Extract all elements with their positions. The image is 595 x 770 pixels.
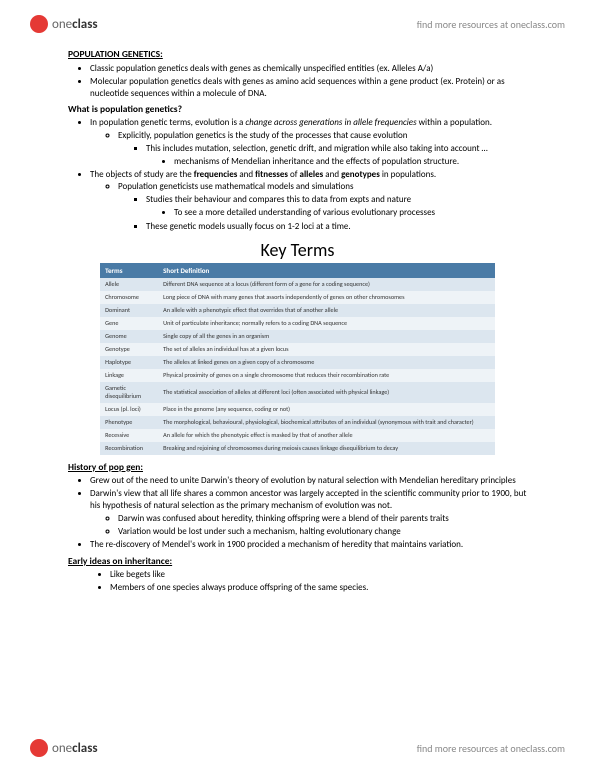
list-item: Darwin was confused about heredity, thin…: [118, 513, 527, 525]
text: and: [323, 169, 341, 180]
table-row: GeneUnit of particulate inheritance; nor…: [100, 317, 495, 330]
logo-one: one: [52, 17, 72, 32]
table-row: RecessiveAn allele for which the phenoty…: [100, 429, 495, 442]
section-title-early: Early ideas on inheritance:: [68, 555, 527, 567]
text: within a population.: [417, 117, 492, 128]
text: of: [288, 169, 300, 180]
list-item: Like begets like: [110, 569, 527, 581]
list-item: These genetic models usually focus on 1-…: [146, 221, 527, 233]
table-cell-def: Single copy of all the genes in an organ…: [158, 330, 495, 343]
list-item: The objects of study are the frequencies…: [90, 169, 527, 233]
list-item: Explicitly, population genetics is the s…: [118, 130, 527, 142]
header-resources-link[interactable]: find more resources at oneclass.com: [417, 18, 565, 31]
table-cell-term: Linkage: [100, 369, 158, 382]
table-row: PhenotypeThe morphological, behavioural,…: [100, 416, 495, 429]
table-row: Locus (pl. loci)Place in the genome (any…: [100, 403, 495, 416]
table-cell-def: An allele for which the phenotypic effec…: [158, 429, 495, 442]
logo-class: class: [72, 741, 97, 756]
table-cell-def: Physical proximity of genes on a single …: [158, 369, 495, 382]
keyterms-table: Terms Short Definition AlleleDifferent D…: [100, 263, 495, 455]
table-cell-term: Dominant: [100, 304, 158, 317]
logo: oneclass: [30, 739, 98, 757]
table-row: AlleleDifferent DNA sequence at a locus …: [100, 278, 495, 291]
table-cell-def: Different DNA sequence at a locus (diffe…: [158, 278, 495, 291]
table-cell-term: Genome: [100, 330, 158, 343]
section-title-whatis: What is population genetics?: [68, 103, 527, 115]
document-body: POPULATION GENETICS: Classic population …: [0, 44, 595, 594]
logo-text: oneclass: [52, 741, 98, 756]
list-item: Molecular population genetics deals with…: [90, 76, 527, 100]
text-bold: fitnesses: [255, 169, 288, 180]
table-row: GenomeSingle copy of all the genes in an…: [100, 330, 495, 343]
table-cell-term: Recessive: [100, 429, 158, 442]
table-cell-def: Place in the genome (any sequence, codin…: [158, 403, 495, 416]
table-cell-def: An allele with a phenotypic effect that …: [158, 304, 495, 317]
logo-circle-icon: [30, 15, 48, 33]
text-bold: alleles: [300, 169, 324, 180]
table-cell-def: The morphological, behavioural, physiolo…: [158, 416, 495, 429]
table-cell-term: Genotype: [100, 343, 158, 356]
logo-text: oneclass: [52, 17, 98, 32]
list-item: Darwin's view that all life shares a com…: [90, 488, 527, 512]
table-cell-def: The alleles at linked genes on a given c…: [158, 356, 495, 369]
table-row: HaplotypeThe alleles at linked genes on …: [100, 356, 495, 369]
list-item: The re-discovery of Mendel's work in 190…: [90, 539, 527, 551]
text-bold: frequencies: [194, 169, 238, 180]
logo-circle-icon: [30, 739, 48, 757]
table-cell-term: Allele: [100, 278, 158, 291]
table-cell-def: The statistical association of alleles a…: [158, 382, 495, 403]
page-footer: oneclass find more resources at oneclass…: [0, 730, 595, 770]
list-item: To see a more detailed understanding of …: [174, 207, 527, 219]
text: In population genetic terms, evolution i…: [90, 117, 245, 128]
table-row: DominantAn allele with a phenotypic effe…: [100, 304, 495, 317]
text: The objects of study are the: [90, 169, 194, 180]
keyterms-heading: Key Terms: [68, 239, 527, 261]
list-item: Grew out of the need to unite Darwin's t…: [90, 475, 527, 487]
list-item: Classic population genetics deals with g…: [90, 63, 527, 75]
table-row: RecombinationBreaking and rejoining of c…: [100, 442, 495, 455]
table-cell-def: The set of alleles an individual has at …: [158, 343, 495, 356]
list-item: Variation would be lost under such a mec…: [118, 526, 527, 538]
table-cell-term: Phenotype: [100, 416, 158, 429]
section-title-history: History of pop gen:: [68, 461, 527, 473]
text-italic: change across generations in allele freq…: [245, 117, 416, 128]
footer-resources-link[interactable]: find more resources at oneclass.com: [417, 742, 565, 755]
list-item: Population geneticists use mathematical …: [118, 181, 527, 193]
section-title-popgen: POPULATION GENETICS:: [68, 48, 527, 60]
table-cell-term: Haplotype: [100, 356, 158, 369]
logo: oneclass: [30, 15, 98, 33]
list-item: In population genetic terms, evolution i…: [90, 117, 527, 168]
table-header-def: Short Definition: [158, 263, 495, 278]
table-cell-def: Unit of particulate inheritance; normall…: [158, 317, 495, 330]
table-row: LinkagePhysical proximity of genes on a …: [100, 369, 495, 382]
list-item: Members of one species always produce of…: [110, 582, 527, 594]
logo-one: one: [52, 741, 72, 756]
table-row: Gametic disequilibriumThe statistical as…: [100, 382, 495, 403]
table-cell-term: Recombination: [100, 442, 158, 455]
text: and: [237, 169, 255, 180]
table-cell-term: Locus (pl. loci): [100, 403, 158, 416]
table-cell-def: Long piece of DNA with many genes that a…: [158, 291, 495, 304]
list-item: Studies their behaviour and compares thi…: [146, 194, 527, 206]
list-item: This includes mutation, selection, genet…: [146, 143, 527, 155]
list-item: mechanisms of Mendelian inheritance and …: [174, 156, 527, 168]
table-cell-term: Gene: [100, 317, 158, 330]
table-cell-term: Gametic disequilibrium: [100, 382, 158, 403]
table-header-terms: Terms: [100, 263, 158, 278]
logo-class: class: [72, 17, 97, 32]
table-cell-def: Breaking and rejoining of chromosomes du…: [158, 442, 495, 455]
table-cell-term: Chromosome: [100, 291, 158, 304]
table-row: ChromosomeLong piece of DNA with many ge…: [100, 291, 495, 304]
text-bold: genotypes: [341, 169, 380, 180]
text: in populations.: [380, 169, 436, 180]
table-row: GenotypeThe set of alleles an individual…: [100, 343, 495, 356]
page-header: oneclass find more resources at oneclass…: [0, 0, 595, 44]
